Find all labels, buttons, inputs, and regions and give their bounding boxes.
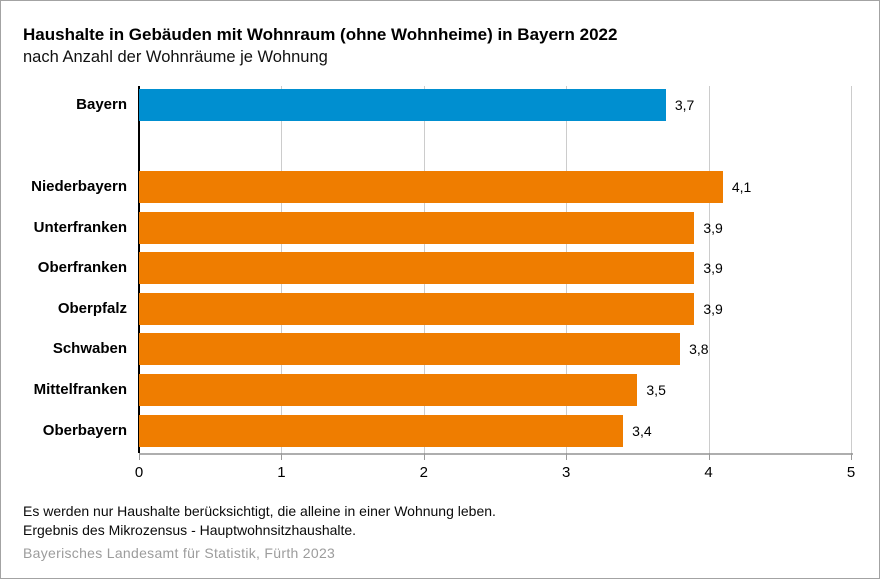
category-label-oberpfalz: Oberpfalz — [57, 299, 127, 317]
value-label-niederbayern: 4,1 — [731, 179, 752, 195]
footnote-line-2: Ergebnis des Mikrozensus - Hauptwohnsitz… — [23, 521, 357, 538]
bar-mittelfranken — [139, 374, 638, 406]
x-tick-mark-1 — [281, 453, 283, 460]
x-tick-label-4: 4 — [704, 464, 713, 481]
category-label-bayern: Bayern — [76, 96, 127, 113]
gridline-x-5 — [851, 86, 852, 453]
x-tick-mark-0 — [139, 453, 140, 460]
x-tick-mark-5 — [851, 453, 852, 460]
x-tick-label-2: 2 — [419, 464, 428, 481]
value-label-unterfranken: 3,9 — [703, 219, 723, 236]
x-tick-label-3: 3 — [562, 464, 571, 481]
category-label-oberfranken: Oberfranken — [37, 259, 127, 277]
bar-niederbayern — [139, 171, 723, 203]
chart-title: Haushalte in Gebäuden mit Wohnraum (ohne… — [23, 25, 618, 44]
value-label-mittelfranken: 3,5 — [646, 382, 666, 398]
x-axis-line — [139, 453, 853, 455]
category-label-mittelfranken: Mittelfranken — [33, 381, 127, 398]
chart-header: Haushalte in Gebäuden mit Wohnraum (ohne… — [23, 23, 617, 68]
gridline-x-4 — [708, 86, 710, 453]
x-tick-mark-3 — [566, 453, 568, 460]
value-label-oberfranken: 3,9 — [703, 260, 723, 277]
bar-oberfranken — [139, 252, 695, 285]
x-tick-label-1: 1 — [277, 464, 286, 481]
category-label-unterfranken: Unterfranken — [33, 218, 127, 236]
x-tick-label-0: 0 — [134, 464, 144, 481]
value-label-oberbayern: 3,4 — [632, 422, 652, 439]
bar-chart: 0 1 2 3 4 5 Bayern 3,7 Niederbayern 4,1 Unterfrank… — [1, 86, 879, 486]
category-label-schwaben: Schwaben — [52, 340, 127, 358]
bar-oberbayern — [139, 414, 624, 447]
x-tick-mark-4 — [708, 453, 710, 460]
footnote-line-1: Es werden nur Haushalte berücksichtigt, … — [23, 503, 496, 519]
category-label-niederbayern: Niederbayern — [31, 178, 127, 195]
chart-footnotes: Es werden nur Haushalte berücksichtigt, … — [23, 502, 496, 539]
value-label-bayern: 3,7 — [674, 97, 695, 113]
value-label-schwaben: 3,8 — [689, 341, 709, 358]
chart-subtitle: nach Anzahl der Wohnräume je Wohnung — [23, 48, 328, 66]
bar-unterfranken — [139, 211, 695, 244]
bar-schwaben — [139, 333, 681, 366]
x-tick-mark-2 — [423, 453, 425, 460]
source-credit: Bayerisches Landesamt für Statistik, Für… — [23, 545, 336, 561]
category-label-oberbayern: Oberbayern — [42, 421, 127, 439]
bar-bayern — [139, 89, 666, 121]
value-label-oberpfalz: 3,9 — [703, 300, 723, 317]
x-tick-label-5: 5 — [846, 464, 856, 481]
bar-oberpfalz — [139, 292, 695, 325]
